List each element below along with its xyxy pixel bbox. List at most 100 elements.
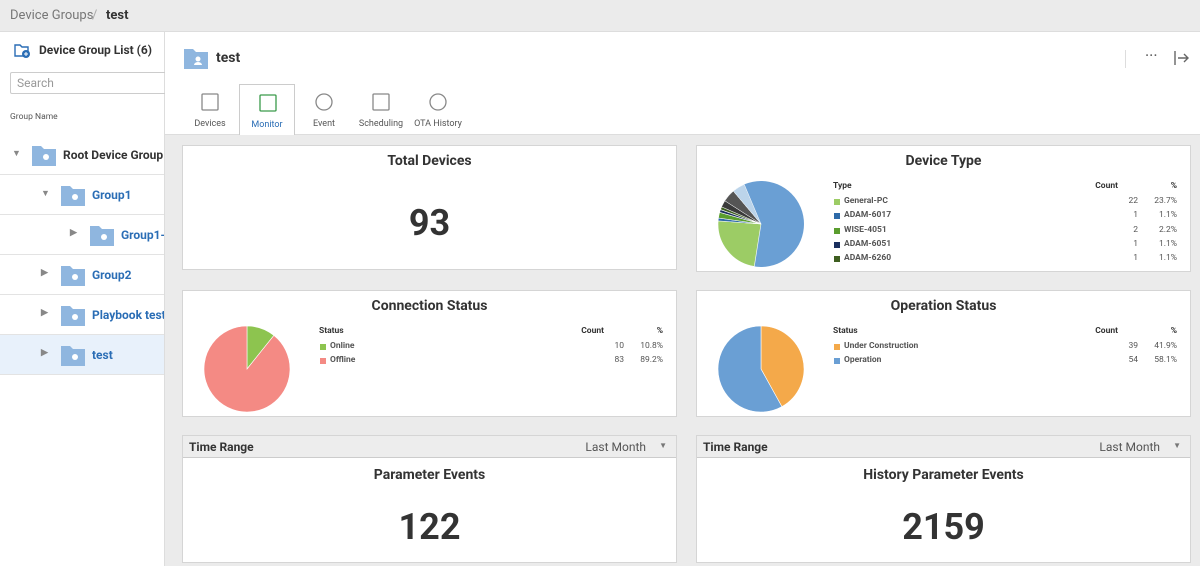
tab-label: Event: [313, 119, 335, 129]
pie-slice: [203, 325, 291, 413]
group-title: test: [216, 50, 241, 66]
breadcrumb-link[interactable]: Device Groups: [10, 8, 94, 23]
tab-label: OTA History: [414, 119, 462, 129]
pie-decoration: [732, 184, 762, 225]
search-input[interactable]: Search: [10, 72, 170, 94]
time-range-select[interactable]: Last Month: [585, 440, 646, 454]
card-title: Parameter Events: [373, 467, 486, 483]
more-button[interactable]: ···: [1145, 46, 1158, 65]
pie-chart: [203, 325, 291, 413]
legend-name: Online: [330, 341, 355, 351]
legend-name: General-PC: [844, 196, 888, 206]
legend-header: Count: [1095, 326, 1118, 336]
breadcrumb-current: test: [106, 8, 129, 23]
event-count: 122: [398, 506, 461, 548]
folder-icon: [61, 346, 85, 366]
legend-swatch: [320, 344, 326, 350]
card-title: Connection Status: [371, 298, 488, 314]
group-label: Root Device Group: [63, 148, 164, 162]
legend-swatch: [834, 227, 840, 234]
folder-badge: [101, 234, 107, 240]
legend-count: 83: [614, 355, 624, 366]
separator: /: [92, 8, 98, 23]
add-group-icon[interactable]: [13, 41, 31, 59]
card-title: Device Type: [905, 153, 982, 169]
group-label: Group1: [92, 188, 132, 202]
group-label: Group1-: [121, 228, 164, 242]
tab-icon: [201, 93, 219, 111]
group-label: test: [92, 348, 113, 362]
legend-name: ADAM-6017: [844, 210, 892, 221]
legend-swatch: [834, 199, 840, 205]
tree-row[interactable]: ▶ Playbook test: [0, 295, 164, 335]
tab-icon-shape: [259, 94, 277, 112]
breadcrumb: Device Groups / test: [0, 0, 1200, 32]
legend-swatch: [834, 241, 840, 248]
folder-badge: [72, 194, 78, 200]
legend-pct: 2.2%: [1158, 224, 1177, 235]
folder-icon: [90, 226, 114, 246]
tab-label: Monitor: [251, 120, 283, 130]
tab-label: Devices: [194, 119, 226, 129]
legend-name: WISE-4051: [844, 224, 887, 235]
tab[interactable]: Scheduling: [353, 84, 409, 135]
tree-row[interactable]: ▶ Group1-: [0, 215, 164, 255]
expand-arrow: ▶: [70, 228, 77, 238]
collapse-button[interactable]: [1173, 50, 1189, 66]
legend-name: Offline: [330, 355, 356, 366]
tree-row[interactable]: ▶ Group2: [0, 255, 164, 295]
tree-row[interactable]: ▼ Group1: [0, 175, 164, 215]
legend-count: 22: [1128, 196, 1138, 206]
tab[interactable]: OTA History: [410, 84, 466, 135]
legend-pct: 41.9%: [1154, 341, 1177, 351]
tab-icon: [429, 93, 447, 111]
time-range-bar: Time Range Last Month ▼: [183, 436, 676, 458]
legend-name: Operation: [844, 355, 882, 366]
tab[interactable]: Devices: [182, 84, 238, 135]
tree-row[interactable]: ▶ test: [0, 335, 164, 375]
legend-header: %: [656, 326, 663, 336]
expand-arrow: ▶: [41, 308, 48, 318]
tree-row[interactable]: ▼ Root Device Group: [0, 135, 164, 175]
legend-swatch: [834, 213, 840, 220]
time-range-select[interactable]: Last Month: [1099, 440, 1160, 454]
expand-arrow: ▶: [41, 348, 48, 358]
group-label: Playbook test: [92, 308, 164, 322]
folder-icon: [61, 306, 85, 326]
tab-icon-shape: [429, 93, 447, 111]
card: Time Range Last Month ▼ Parameter Events 122: [182, 435, 677, 563]
legend-header: %: [1170, 181, 1177, 191]
folder-badge: [72, 314, 78, 320]
pie-slice: [720, 206, 762, 225]
total-value: 93: [408, 202, 451, 244]
main-header: test ··· Devices Monitor Event Scheduling OT…: [165, 32, 1200, 135]
tab-icon-shape: [201, 93, 219, 111]
legend-count: 1: [1133, 210, 1138, 221]
pie-slice: [717, 220, 762, 267]
tab-label: Scheduling: [358, 119, 404, 129]
legend-pct: 1.1%: [1158, 238, 1177, 249]
tab[interactable]: Monitor: [239, 84, 295, 135]
time-range-label: Time Range: [703, 440, 768, 454]
card: Total Devices 93: [182, 145, 677, 270]
legend-pct: 1.1%: [1158, 253, 1177, 264]
legend-count: 10: [614, 341, 624, 351]
pie-chart: [717, 325, 805, 413]
event-count: 2159: [902, 506, 985, 548]
legend-header: %: [1170, 326, 1177, 336]
dropdown-arrow: ▼: [1173, 441, 1181, 450]
legend-count: 1: [1133, 238, 1138, 249]
divider: [1125, 50, 1126, 68]
sidebar-title: Device Group List (6): [39, 43, 152, 57]
legend-header: Status: [833, 326, 858, 336]
folder-badge: [72, 274, 78, 280]
folder-badge: [43, 154, 49, 160]
legend-pct: 10.8%: [640, 341, 663, 351]
tab[interactable]: Event: [296, 84, 352, 135]
group-label: Group2: [92, 268, 132, 282]
legend-pct: 58.1%: [1154, 355, 1177, 366]
expand-arrow: ▶: [41, 268, 48, 278]
expand-arrow: ▼: [12, 149, 21, 159]
legend-count: 54: [1128, 355, 1138, 366]
